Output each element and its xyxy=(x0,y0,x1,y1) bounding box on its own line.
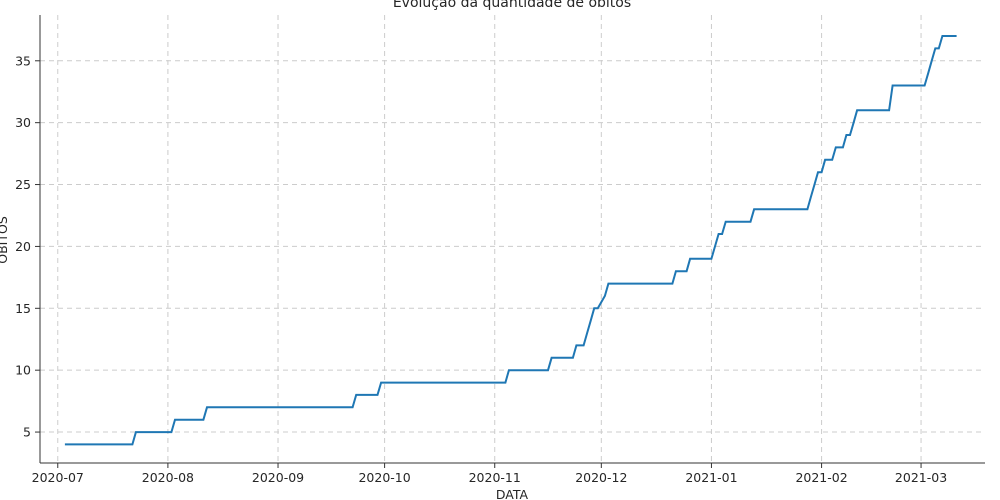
x-tick-label: 2020-10 xyxy=(358,470,410,485)
x-axis-label: DATA xyxy=(496,487,529,500)
x-tick-label: 2020-08 xyxy=(142,470,194,485)
y-tick-label: 35 xyxy=(15,53,31,68)
tick-layer: 2020-07 2020-08 2020-09 2020-10 2020-11 2020-… xyxy=(15,53,947,485)
chart-title: Evolução da quantidade de óbitos xyxy=(393,0,631,11)
grid-layer xyxy=(40,15,985,463)
y-tick-label: 5 xyxy=(23,425,31,440)
x-tick-label: 2020-07 xyxy=(32,470,84,485)
y-axis-label: ÓBITOS xyxy=(0,216,10,264)
x-tick-label: 2020-12 xyxy=(575,470,627,485)
y-tick-label: 30 xyxy=(15,115,31,130)
y-tick-label: 10 xyxy=(15,363,31,378)
series-line-obitos xyxy=(64,35,957,446)
x-tick-label: 2020-11 xyxy=(469,470,521,485)
x-tick-label: 2021-03 xyxy=(895,470,947,485)
y-tick-label: 20 xyxy=(15,239,31,254)
x-tick-label: 2021-02 xyxy=(795,470,847,485)
y-tick-label: 15 xyxy=(15,301,31,316)
y-tick-label: 25 xyxy=(15,177,31,192)
x-tick-label: 2020-09 xyxy=(252,470,304,485)
x-tick-label: 2021-01 xyxy=(685,470,737,485)
